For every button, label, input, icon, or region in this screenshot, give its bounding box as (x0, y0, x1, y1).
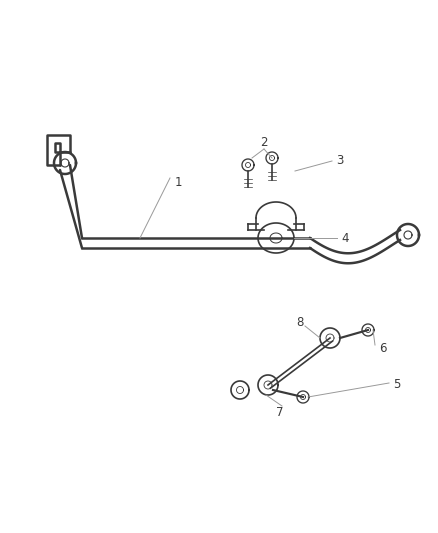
Text: 7: 7 (276, 407, 284, 419)
Text: 2: 2 (260, 136, 268, 149)
Text: 1: 1 (174, 176, 182, 190)
Text: 5: 5 (393, 378, 401, 392)
Text: 4: 4 (341, 231, 349, 245)
Text: 3: 3 (336, 155, 344, 167)
Text: 8: 8 (297, 317, 304, 329)
Text: 6: 6 (379, 342, 387, 354)
